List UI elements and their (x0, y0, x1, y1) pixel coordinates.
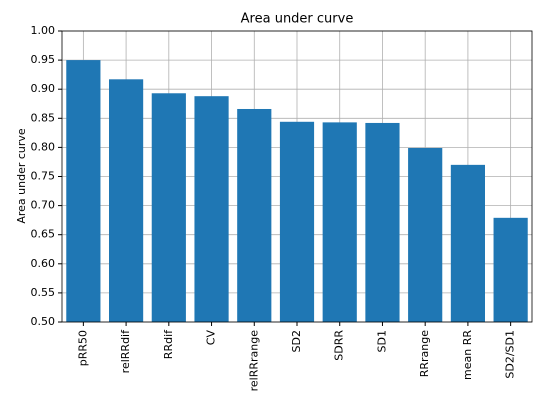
y-tick-label: 0.90 (31, 82, 56, 95)
x-tick-label: SD2/SD1 (504, 330, 517, 379)
bar (493, 217, 528, 322)
x-tick-label: pRR50 (76, 330, 89, 366)
bar (365, 122, 400, 323)
x-tick-label: relRRrange (247, 330, 260, 392)
bar (408, 147, 443, 322)
x-tick-label: relRRdif (119, 329, 132, 373)
bar (66, 60, 101, 322)
x-tick-label: SD2 (290, 330, 303, 352)
y-tick-label: 0.50 (31, 315, 56, 328)
bar (109, 79, 144, 322)
y-tick-label: 0.80 (31, 140, 56, 153)
y-tick-label: 0.75 (31, 170, 56, 183)
x-tick-label: SDRR (333, 330, 346, 361)
y-tick-label: 0.60 (31, 257, 56, 270)
plot-frame (61, 30, 533, 323)
y-tick-label: 1.00 (31, 24, 56, 37)
y-tick-label: 0.70 (31, 199, 56, 212)
y-tick-label: 0.95 (31, 53, 56, 66)
x-tick-label: RRdif (162, 329, 175, 359)
bar (237, 108, 272, 322)
bar (194, 96, 229, 323)
bar (151, 93, 186, 322)
y-tick-label: 0.65 (31, 228, 56, 241)
x-tick-label: RRrange (418, 330, 431, 378)
x-tick-label: CV (205, 330, 218, 346)
y-tick-label: 0.55 (31, 286, 56, 299)
x-tick-label: SD1 (375, 330, 388, 352)
y-axis-label: Area under curve (15, 128, 28, 224)
bar (450, 164, 485, 322)
chart-title: Area under curve (241, 12, 354, 27)
y-tick-label: 0.85 (31, 111, 56, 124)
bar (279, 121, 315, 323)
bar (322, 122, 357, 323)
x-tick-label: mean RR (461, 330, 474, 380)
